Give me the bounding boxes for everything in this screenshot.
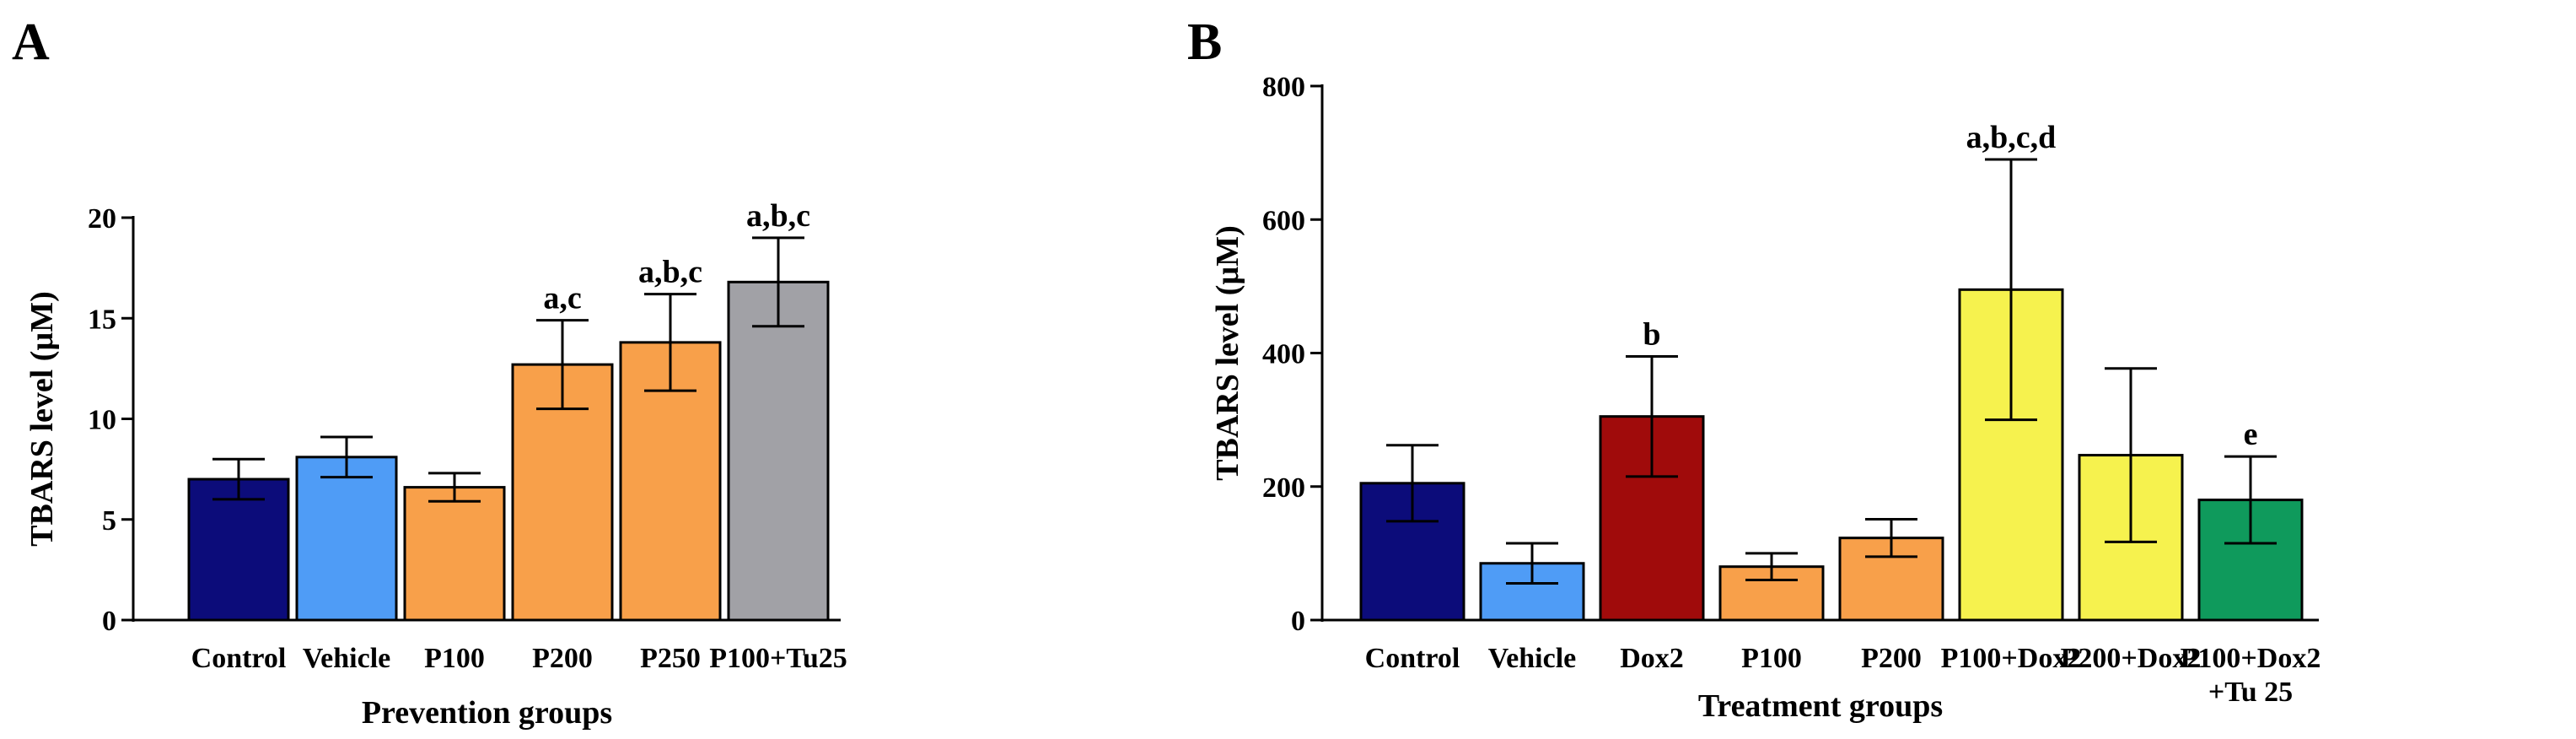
panel-a-letter: A (12, 13, 50, 71)
y-tick-label-a-2: 10 (88, 405, 116, 436)
y-tick-label-b-0: 0 (1291, 606, 1305, 637)
bar-a-1 (187, 477, 290, 622)
panel-a-chart: A Control Vehicle P100 a,c P200 a,b,c P250 a,b,c… (12, 13, 847, 731)
y-tick-label-a-3: 15 (88, 304, 116, 335)
category-label-a-5: P250 (640, 643, 701, 674)
category-label-b-3: Dox2 (1620, 643, 1684, 674)
category-label-b-8: P100+Dox2 +Tu 25 (2181, 643, 2321, 708)
category-label-b-4: P100 (1741, 643, 1802, 674)
significance-label-b-3: b (1643, 316, 1660, 352)
y-tick-label-b-3: 600 (1262, 205, 1305, 236)
category-label-b-2: Vehicle (1488, 643, 1577, 674)
significance-label-b-6: a,b,c,d (1966, 120, 2057, 155)
bar-a-6 (727, 280, 830, 622)
x-axis-title-a: Prevention groups (362, 695, 612, 731)
y-tick-label-a-0: 0 (102, 606, 116, 637)
y-tick-label-a-1: 5 (102, 505, 116, 537)
category-label-b-5: P200 (1861, 643, 1922, 674)
significance-label-a-4: a,c (543, 281, 581, 316)
category-label-a-2: Vehicle (303, 643, 391, 674)
significance-label-a-5: a,b,c (638, 255, 702, 290)
category-label-b-7: P200+Dox2 (2061, 643, 2202, 674)
x-axis-title-b: Treatment groups (1698, 688, 1943, 724)
panel-b-letter: B (1187, 13, 1222, 71)
category-label-a-3: P100 (424, 643, 485, 674)
bar-a-2 (295, 456, 398, 622)
category-label-a-1: Control (191, 643, 287, 674)
significance-label-a-6: a,b,c (746, 198, 810, 234)
panel-b-chart: B Control Vehicle b Dox2 P100 P200 a,b,c,d P100+… (1187, 13, 2321, 724)
bar-a-3 (403, 486, 506, 622)
y-tick-label-b-4: 800 (1262, 72, 1305, 103)
y-tick-label-b-1: 200 (1262, 472, 1305, 504)
category-label-b-6: P100+Dox2 (1941, 643, 2082, 674)
y-axis-title-a: TBARS level (µM) (24, 291, 60, 547)
significance-label-b-8: e (2244, 417, 2258, 452)
category-label-a-4: P200 (532, 643, 593, 674)
y-tick-label-a-4: 20 (88, 203, 116, 235)
category-label-a-6: P100+Tu25 (709, 643, 847, 674)
category-label-b-1: Control (1365, 643, 1460, 674)
y-tick-label-b-2: 400 (1262, 339, 1305, 370)
y-axis-title-b: TBARS level (µM) (1210, 225, 1245, 481)
